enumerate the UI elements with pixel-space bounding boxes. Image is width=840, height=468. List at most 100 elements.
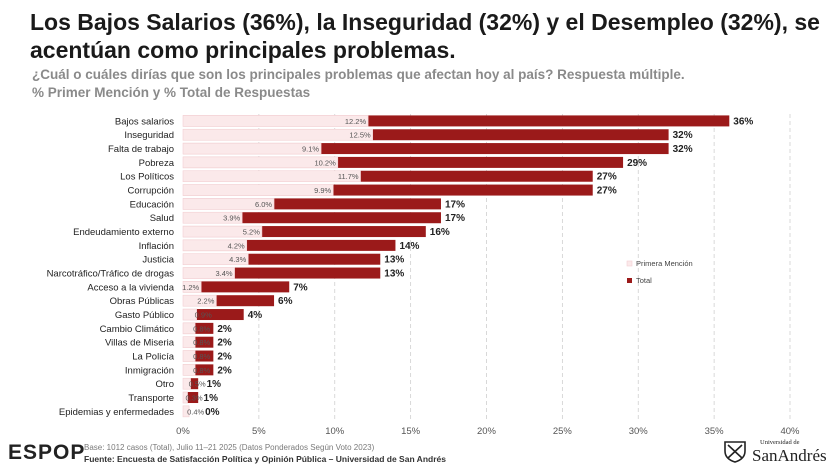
total-bar xyxy=(183,129,669,141)
first-mention-label: 0.8% xyxy=(193,352,210,361)
total-label: 13% xyxy=(384,269,404,280)
total-label: 14% xyxy=(399,241,419,252)
first-mention-label: 6.0% xyxy=(255,200,272,209)
total-bar xyxy=(183,364,214,376)
first-mention-label: 2.2% xyxy=(197,297,214,306)
total-label: 32% xyxy=(673,144,693,155)
subtitle-measure: % Primer Mención y % Total de Respuestas xyxy=(32,85,311,100)
first-mention-bar xyxy=(182,294,217,307)
legend-swatch-total xyxy=(627,278,632,283)
total-bar xyxy=(183,170,593,182)
total-label: 1% xyxy=(204,393,219,404)
category-label: Educación xyxy=(130,199,174,210)
first-mention-label: 10.2% xyxy=(315,158,337,167)
total-label: 13% xyxy=(384,255,404,266)
total-bar xyxy=(183,239,396,251)
first-mention-label: 4.2% xyxy=(228,241,245,250)
total-label: 2% xyxy=(217,365,232,376)
category-label: Transporte xyxy=(128,393,174,404)
first-mention-bar xyxy=(182,281,202,293)
total-bar xyxy=(183,143,669,155)
first-mention-bar xyxy=(182,391,188,404)
total-label: 0% xyxy=(205,407,220,418)
chart-title: Los Bajos Salarios (36%), la Inseguridad… xyxy=(30,9,820,63)
first-mention-bar xyxy=(182,350,196,362)
first-mention-bar xyxy=(182,211,243,224)
category-label: Narcotráfico/Tráfico de drogas xyxy=(47,269,175,280)
first-mention-label: 3.4% xyxy=(215,269,232,278)
first-mention-bar xyxy=(182,322,196,335)
category-label: Falta de trabajo xyxy=(108,144,174,155)
legend-label-first-mention: Primera Mención xyxy=(636,259,693,268)
category-label: Obras Públicas xyxy=(110,296,175,307)
first-mention-label: 0.8% xyxy=(193,324,210,333)
university-name: SanAndrés xyxy=(752,446,827,465)
x-tick-label: 20% xyxy=(477,426,497,437)
total-bar xyxy=(183,281,290,293)
total-bar xyxy=(183,212,441,224)
category-label: Salud xyxy=(150,213,174,224)
total-bar xyxy=(183,309,244,321)
first-mention-label: 9.1% xyxy=(302,145,319,154)
first-mention-label: 4.3% xyxy=(229,255,246,264)
first-mention-bar xyxy=(182,253,249,266)
x-tick-label: 5% xyxy=(252,426,266,437)
first-mention-bar xyxy=(182,336,196,348)
total-label: 1% xyxy=(207,379,222,390)
first-mention-bar xyxy=(182,128,373,141)
first-mention-label: 9.9% xyxy=(314,186,331,195)
total-label: 32% xyxy=(673,130,693,141)
bar-chart: 0% 5% 10% 15% 20% 25% 30% 35% 40% Bajos salarios 1… xyxy=(47,114,800,437)
total-bar xyxy=(183,322,214,334)
university-small-text: Universidad de xyxy=(760,439,800,446)
total-bar xyxy=(183,115,730,127)
total-label: 2% xyxy=(217,324,232,335)
x-tick-label: 0% xyxy=(176,426,190,437)
x-tick-label: 35% xyxy=(705,426,725,437)
category-label: Gasto Público xyxy=(115,310,174,321)
first-mention-label: 0.9% xyxy=(195,311,212,320)
legend-label-total: Total xyxy=(636,276,652,285)
first-mention-label: 0.8% xyxy=(193,338,210,347)
university-crest-icon xyxy=(724,441,746,463)
total-bar xyxy=(183,184,593,196)
total-label: 29% xyxy=(627,158,647,169)
total-bar xyxy=(183,267,381,279)
x-tick-label: 15% xyxy=(401,426,421,437)
chart-subtitle: ¿Cuál o cuáles dirías que son los princi… xyxy=(32,66,822,102)
total-bar xyxy=(183,295,275,307)
category-label: Corrupción xyxy=(128,186,174,197)
legend-swatch-first-mention xyxy=(626,260,633,267)
first-mention-bar xyxy=(182,225,263,238)
first-mention-label: 0.3% xyxy=(186,394,203,403)
total-bar xyxy=(183,198,441,210)
first-mention-bar xyxy=(182,170,361,183)
total-label: 16% xyxy=(430,227,450,238)
footer-note: Base: 1012 casos (Total), Julio 11–21 20… xyxy=(84,443,375,452)
total-bar xyxy=(183,253,381,265)
category-label: Otro xyxy=(156,379,174,390)
x-tick-label: 40% xyxy=(780,426,800,437)
footer-source: Fuente: Encuesta de Satisfacción Polític… xyxy=(84,454,446,464)
total-bar xyxy=(183,350,214,362)
first-mention-label: 0.8% xyxy=(193,366,210,375)
first-mention-bar xyxy=(182,198,275,210)
first-mention-bar xyxy=(182,142,322,155)
category-label: Justicia xyxy=(142,255,174,266)
first-mention-label: 5.2% xyxy=(243,228,260,237)
category-label: Pobreza xyxy=(139,158,175,169)
first-mention-bar xyxy=(182,308,197,321)
category-label: Bajos salarios xyxy=(115,116,174,127)
total-label: 17% xyxy=(445,213,465,224)
category-label: Inseguridad xyxy=(124,130,174,141)
espop-logo: ESPOP xyxy=(8,441,86,464)
category-label: Endeudamiento externo xyxy=(73,227,174,238)
first-mention-label: 0.5% xyxy=(189,380,206,389)
total-bar xyxy=(183,226,426,238)
category-label: Villas de Miseria xyxy=(105,338,175,349)
total-label: 36% xyxy=(733,116,753,127)
first-mention-label: 3.9% xyxy=(223,214,240,223)
category-label: Los Políticos xyxy=(120,172,174,183)
total-label: 2% xyxy=(217,352,232,363)
total-bar xyxy=(183,392,199,404)
